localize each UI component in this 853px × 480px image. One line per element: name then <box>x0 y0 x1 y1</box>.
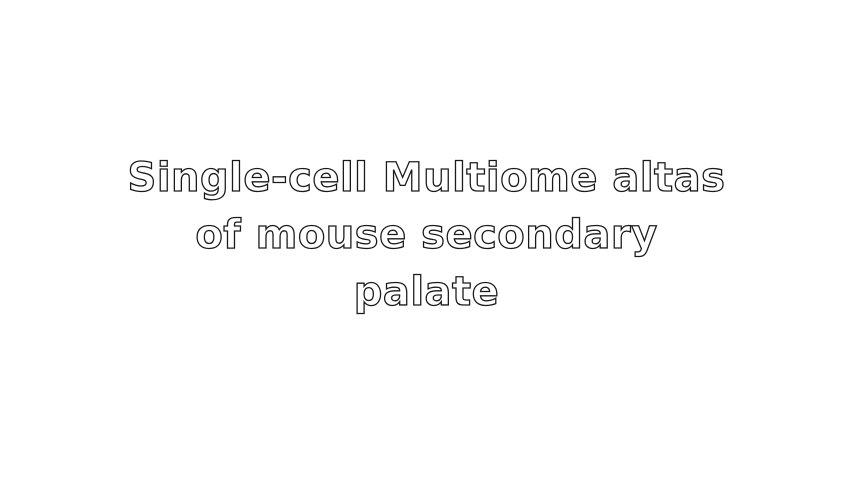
slide-title: Single-cell Multiome altas of mouse seco… <box>100 150 753 321</box>
title-line-1: Single-cell Multiome altas <box>127 154 726 201</box>
title-line-3: palate <box>353 268 500 315</box>
title-line-2: of mouse secondary <box>195 211 658 258</box>
